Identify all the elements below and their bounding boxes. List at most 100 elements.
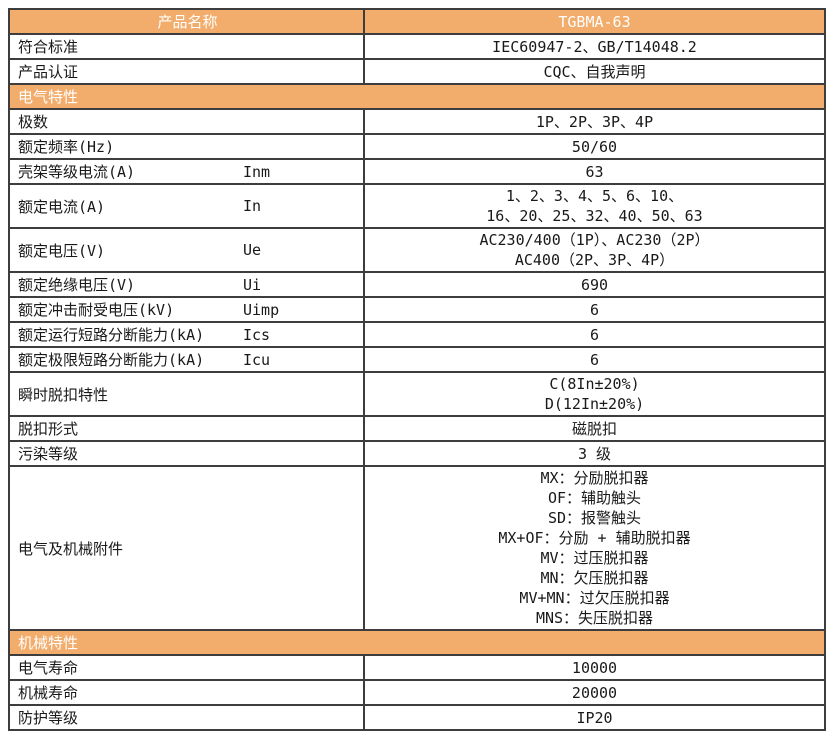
value-line: 16、20、25、32、40、50、63 [486, 207, 703, 225]
row-label: 污染等级 [18, 445, 79, 463]
row-value-cell: C(8In±20%) D(12In±20%) [363, 371, 826, 417]
row-value-cell: AC230/400（1P）、AC230（2P） AC400（2P、3P、4P） [363, 227, 826, 273]
row-value-cell: TGBMA-63 [363, 8, 826, 35]
spec-row: 额定电流(A) In 1、2、3、4、5、6、10、 16、20、25、32、40、5… [8, 183, 826, 229]
row-label: 脱扣形式 [18, 420, 79, 438]
product-header-row: 产品名称 TGBMA-63 [8, 8, 826, 35]
value-line: 690 [580, 275, 609, 294]
row-label: 极数 [18, 113, 49, 131]
row-label-cell: 符合标准 [8, 33, 365, 60]
row-symbol: Ui [243, 275, 262, 294]
row-value-cell: 690 [363, 271, 826, 298]
value-line: MNS：失压脱扣器 [535, 609, 654, 627]
value-line: MX：分励脱扣器 [540, 469, 649, 487]
row-label-cell: 额定电流(A) In [8, 183, 365, 229]
value-line: 50/60 [571, 137, 618, 156]
spec-row: 产品认证 CQC、自我声明 [8, 58, 826, 85]
value-line: 6 [589, 300, 600, 319]
row-value-cell: 1P、2P、3P、4P [363, 108, 826, 135]
spec-table-body: 产品名称 TGBMA-63 符合标准 IEC60947-2、GB/T14048.2 产品… [8, 8, 826, 731]
row-label-cell: 电气及机械附件 [8, 465, 365, 631]
spec-row: 瞬时脱扣特性 C(8In±20%) D(12In±20%) [8, 371, 826, 417]
row-label-cell: 额定绝缘电压(V) Ui [8, 271, 365, 298]
row-value-cell: 20000 [363, 679, 826, 706]
row-label-cell: 脱扣形式 [8, 415, 365, 442]
spec-row: 符合标准 IEC60947-2、GB/T14048.2 [8, 33, 826, 60]
value-line: 63 [585, 162, 604, 181]
row-label: 额定电压(V) [18, 241, 106, 260]
row-symbol: Ue [243, 241, 262, 259]
row-value-cell: 50/60 [363, 133, 826, 160]
value-line: 6 [589, 350, 600, 369]
row-label: 额定极限短路分断能力(kA) [18, 351, 205, 369]
product-spec-table: 产品名称 TGBMA-63 符合标准 IEC60947-2、GB/T14048.2 产品… [8, 8, 826, 731]
value-line: IEC60947-2、GB/T14048.2 [492, 37, 697, 56]
row-value-cell: 6 [363, 321, 826, 348]
row-label-cell: 额定电压(V) Ue [8, 227, 365, 273]
value-line: 3 级 [577, 444, 612, 463]
section-header-row: 电气特性 [8, 83, 826, 110]
value-line: MV：过压脱扣器 [540, 549, 649, 567]
row-value-cell: 3 级 [363, 440, 826, 467]
value-line: MN：欠压脱扣器 [540, 569, 649, 587]
spec-row: 防护等级 IP20 [8, 704, 826, 731]
spec-row: 额定绝缘电压(V) Ui 690 [8, 271, 826, 298]
spec-row: 额定运行短路分断能力(kA) Ics 6 [8, 321, 826, 348]
value-line: 1P、2P、3P、4P [535, 112, 654, 131]
row-label: 电气及机械附件 [18, 539, 124, 558]
row-symbol: In [243, 197, 262, 215]
row-label-cell: 电气寿命 [8, 654, 365, 681]
row-value-cell: 6 [363, 296, 826, 323]
value-line: 磁脱扣 [571, 419, 617, 438]
row-label-cell: 产品名称 [8, 8, 365, 35]
section-title: 电气特性 [8, 83, 826, 110]
row-label: 电气寿命 [18, 659, 79, 677]
row-label-cell: 额定运行短路分断能力(kA) Ics [8, 321, 365, 348]
spec-row: 机械寿命 20000 [8, 679, 826, 706]
value-line: MV+MN：过欠压脱扣器 [519, 589, 670, 607]
row-label: 额定电流(A) [18, 197, 106, 216]
section-title: 机械特性 [8, 629, 826, 656]
value-line: AC400（2P、3P、4P） [514, 251, 675, 269]
spec-row: 脱扣形式 磁脱扣 [8, 415, 826, 442]
row-label: 额定绝缘电压(V) [18, 276, 136, 294]
row-value-cell: MX：分励脱扣器 OF：辅助触头 SD：报警触头 MX+OF：分励 + 辅助脱扣器 MV… [363, 465, 826, 631]
section-header-row: 机械特性 [8, 629, 826, 656]
value-line: AC230/400（1P）、AC230（2P） [479, 231, 710, 249]
spec-row: 额定极限短路分断能力(kA) Icu 6 [8, 346, 826, 373]
value-line: 6 [589, 325, 600, 344]
row-value-cell: IEC60947-2、GB/T14048.2 [363, 33, 826, 60]
value-line: C(8In±20%) [549, 375, 640, 393]
row-value-cell: 磁脱扣 [363, 415, 826, 442]
value-line: SD：报警触头 [547, 509, 642, 527]
spec-row: 额定频率(Hz) 50/60 [8, 133, 826, 160]
row-symbol: Inm [243, 162, 271, 181]
row-label-cell: 额定频率(Hz) [8, 133, 365, 160]
row-symbol: Icu [243, 350, 271, 369]
row-label-cell: 防护等级 [8, 704, 365, 731]
spec-row: 壳架等级电流(A) Inm 63 [8, 158, 826, 185]
row-label: 防护等级 [18, 709, 79, 727]
row-label-cell: 产品认证 [8, 58, 365, 85]
row-value-cell: IP20 [363, 704, 826, 731]
spec-row: 电气及机械附件 MX：分励脱扣器 OF：辅助触头 SD：报警触头 MX+OF：分励 + … [8, 465, 826, 631]
row-label-cell: 机械寿命 [8, 679, 365, 706]
value-line: MX+OF：分励 + 辅助脱扣器 [498, 529, 691, 547]
row-label: 壳架等级电流(A) [18, 163, 136, 181]
value-line: CQC、自我声明 [543, 62, 646, 81]
row-symbol: Ics [243, 325, 271, 344]
row-label-cell: 额定极限短路分断能力(kA) Icu [8, 346, 365, 373]
row-label: 产品认证 [18, 63, 79, 81]
value-line: TGBMA-63 [558, 12, 631, 31]
value-line: IP20 [576, 708, 613, 727]
row-label: 额定冲击耐受电压(kV) [18, 301, 175, 319]
spec-row: 电气寿命 10000 [8, 654, 826, 681]
row-label-cell: 极数 [8, 108, 365, 135]
value-line: OF：辅助触头 [547, 489, 642, 507]
row-value-cell: 1、2、3、4、5、6、10、 16、20、25、32、40、50、63 [363, 183, 826, 229]
row-value-cell: CQC、自我声明 [363, 58, 826, 85]
row-label-cell: 额定冲击耐受电压(kV) Uimp [8, 296, 365, 323]
row-label: 瞬时脱扣特性 [18, 385, 109, 404]
row-label: 机械寿命 [18, 684, 79, 702]
